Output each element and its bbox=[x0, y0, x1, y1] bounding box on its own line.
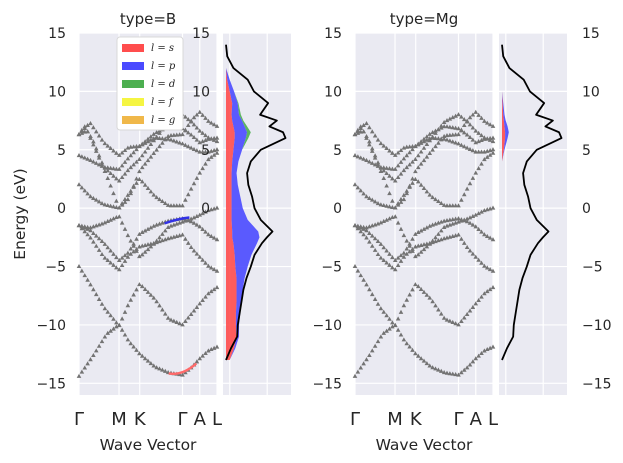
y-tick-mg-2: −5 bbox=[321, 260, 342, 276]
legend-label-f: l = f bbox=[151, 97, 175, 108]
legend-swatch-p bbox=[122, 62, 144, 70]
band-b-8 bbox=[76, 109, 220, 210]
pdos-b bbox=[225, 44, 287, 361]
pdos-fill-mg-s bbox=[502, 44, 506, 360]
legend-label-s: l = s bbox=[151, 43, 174, 54]
band-projection-s bbox=[168, 362, 198, 375]
y-tick-left-0: −15 bbox=[36, 376, 66, 392]
y-tick-left-4: 5 bbox=[57, 143, 66, 159]
y-tick-right-0: −15 bbox=[582, 376, 612, 392]
band-b-2 bbox=[76, 223, 220, 273]
pdos-mg bbox=[501, 44, 563, 361]
legend: l = s l = p l = d l = f l = g bbox=[116, 36, 184, 131]
band-axes-mg bbox=[355, 33, 493, 395]
kpoint-label-mg-2: K bbox=[410, 409, 423, 430]
y-tick-right-3: 0 bbox=[582, 201, 591, 217]
y-tick-right-5: 10 bbox=[582, 84, 600, 100]
y-tick-mg-6: 15 bbox=[324, 26, 342, 42]
band-mg-8 bbox=[352, 109, 496, 210]
kpoint-label-b-1: M bbox=[111, 409, 127, 430]
x-axis-label-mg: Wave Vector bbox=[376, 436, 473, 454]
band-b-7 bbox=[76, 120, 220, 157]
band-mg-4 bbox=[352, 205, 496, 259]
legend-swatch-g bbox=[122, 116, 144, 124]
legend-swatch-f bbox=[122, 98, 144, 106]
band-mg-2 bbox=[352, 223, 496, 273]
kpoint-label-b-0: Γ bbox=[74, 409, 84, 430]
pdos-fill-b-p bbox=[226, 44, 260, 360]
legend-swatch-d bbox=[122, 80, 144, 88]
y-tick-dos-b-2: 5 bbox=[201, 143, 210, 159]
y-tick-mg-3: 0 bbox=[333, 201, 342, 217]
y-tick-right-1: −10 bbox=[582, 318, 612, 334]
legend-label-d: l = d bbox=[151, 79, 175, 90]
pdos-fill-b-s bbox=[226, 44, 237, 360]
y-tick-left-1: −10 bbox=[36, 318, 66, 334]
y-ticks-left: −15 −10 −5 0 5 10 15 bbox=[36, 26, 66, 392]
kpoint-label-mg-1: M bbox=[387, 409, 403, 430]
band-b-6 bbox=[76, 135, 220, 171]
y-tick-right-2: −5 bbox=[582, 260, 603, 276]
y-tick-left-5: 10 bbox=[48, 84, 66, 100]
band-mg-6 bbox=[352, 135, 496, 171]
panel-title-mg: type=Mg bbox=[390, 10, 459, 28]
pdos-total-b bbox=[225, 44, 287, 361]
kpoint-label-b-2: K bbox=[134, 409, 147, 430]
y-tick-mg-4: 5 bbox=[333, 143, 342, 159]
legend-label-p: l = p bbox=[151, 61, 176, 72]
y-tick-dos-b-0: 15 bbox=[192, 26, 210, 42]
y-ticks-mg: −15 −10 −5 0 5 10 15 bbox=[312, 26, 342, 392]
kpoint-label-mg-0: Γ bbox=[350, 409, 360, 430]
y-ticks-dos-b: 15 10 5 0 bbox=[192, 26, 210, 217]
y-tick-left-3: 0 bbox=[57, 201, 66, 217]
kpoint-label-b-5: L bbox=[212, 409, 222, 430]
bands-b bbox=[76, 109, 220, 378]
kpoint-label-mg-5: L bbox=[488, 409, 498, 430]
bands-mg bbox=[352, 109, 496, 378]
x-axis-label-b: Wave Vector bbox=[100, 436, 197, 454]
y-tick-mg-1: −10 bbox=[312, 318, 342, 334]
legend-swatch-s bbox=[122, 44, 144, 52]
y-ticks-right: −15 −10 −5 0 5 10 15 bbox=[582, 26, 612, 392]
y-tick-right-6: 15 bbox=[582, 26, 600, 42]
kpoint-label-b-3: Γ bbox=[177, 409, 187, 430]
band-mg-9 bbox=[352, 112, 496, 183]
grid-lines bbox=[78, 32, 567, 395]
pdos-total-mg bbox=[501, 44, 563, 361]
band-projection-p bbox=[164, 216, 190, 225]
y-tick-dos-b-3: 0 bbox=[201, 201, 210, 217]
y-tick-mg-0: −15 bbox=[312, 376, 342, 392]
y-tick-left-2: −5 bbox=[45, 260, 66, 276]
panel-title-b: type=B bbox=[120, 10, 176, 28]
legend-label-g: l = g bbox=[151, 115, 175, 126]
kpoint-label-mg-3: Γ bbox=[453, 409, 463, 430]
y-tick-dos-b-1: 10 bbox=[192, 84, 210, 100]
band-b-9 bbox=[76, 112, 220, 183]
band-b-4 bbox=[76, 205, 220, 259]
band-mg-7 bbox=[352, 120, 496, 157]
kpoint-label-mg-4: A bbox=[470, 409, 483, 430]
y-tick-left-6: 15 bbox=[48, 26, 66, 42]
legend-frame bbox=[116, 36, 184, 131]
y-axis-label: Energy (eV) bbox=[11, 168, 29, 259]
kpoint-label-b-4: A bbox=[194, 409, 207, 430]
y-tick-right-4: 5 bbox=[582, 143, 591, 159]
y-tick-mg-5: 10 bbox=[324, 84, 342, 100]
